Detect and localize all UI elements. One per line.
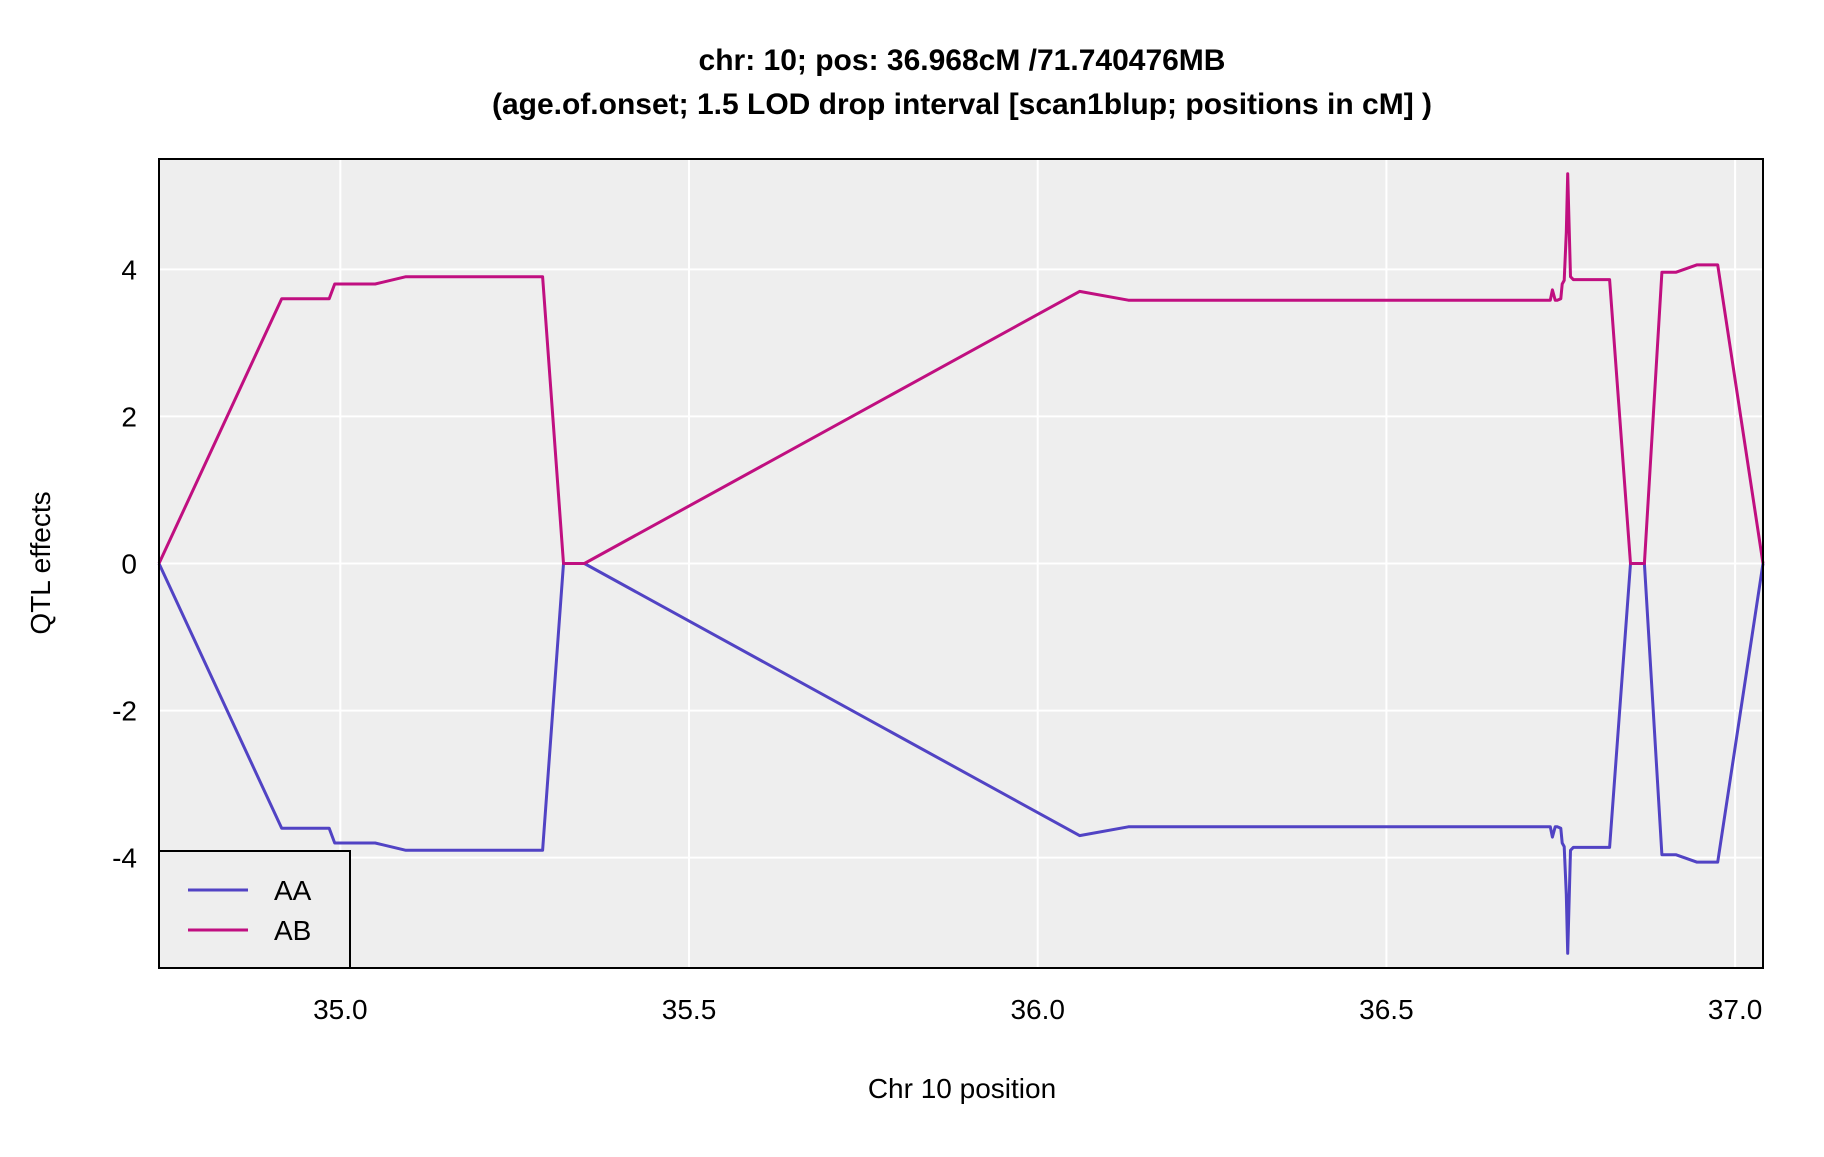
plot-frame — [158, 158, 1764, 969]
x-axis-label: Chr 10 position — [868, 1073, 1056, 1104]
chart-title: chr: 10; pos: 36.968cM /71.740476MB — [699, 44, 1226, 77]
x-tick-label: 37.0 — [1708, 994, 1763, 1025]
x-axis-ticks: 35.0 35.5 36.0 36.5 37.0 — [313, 994, 1762, 1025]
y-tick-label: 4 — [121, 254, 137, 285]
x-tick-label: 36.0 — [1010, 994, 1065, 1025]
legend-label-aa: AA — [274, 875, 312, 906]
grid-lines — [159, 159, 1763, 968]
y-tick-label: -4 — [112, 843, 137, 874]
x-tick-label: 35.0 — [313, 994, 368, 1025]
x-tick-label: 35.5 — [662, 994, 717, 1025]
legend-box — [158, 850, 351, 969]
legend: AA AB — [158, 850, 351, 969]
series-line-ab — [157, 172, 1765, 565]
y-tick-label: -2 — [112, 696, 137, 727]
y-axis-ticks: -4 -2 0 2 4 — [112, 254, 137, 873]
y-tick-label: 2 — [121, 401, 137, 432]
y-axis-label: QTL effects — [25, 491, 56, 634]
chart-subtitle: (age.of.onset; 1.5 LOD drop interval [sc… — [492, 88, 1432, 121]
series-lines — [157, 172, 1765, 955]
y-tick-label: 0 — [121, 549, 137, 580]
x-tick-label: 36.5 — [1359, 994, 1414, 1025]
legend-label-ab: AB — [274, 915, 311, 946]
